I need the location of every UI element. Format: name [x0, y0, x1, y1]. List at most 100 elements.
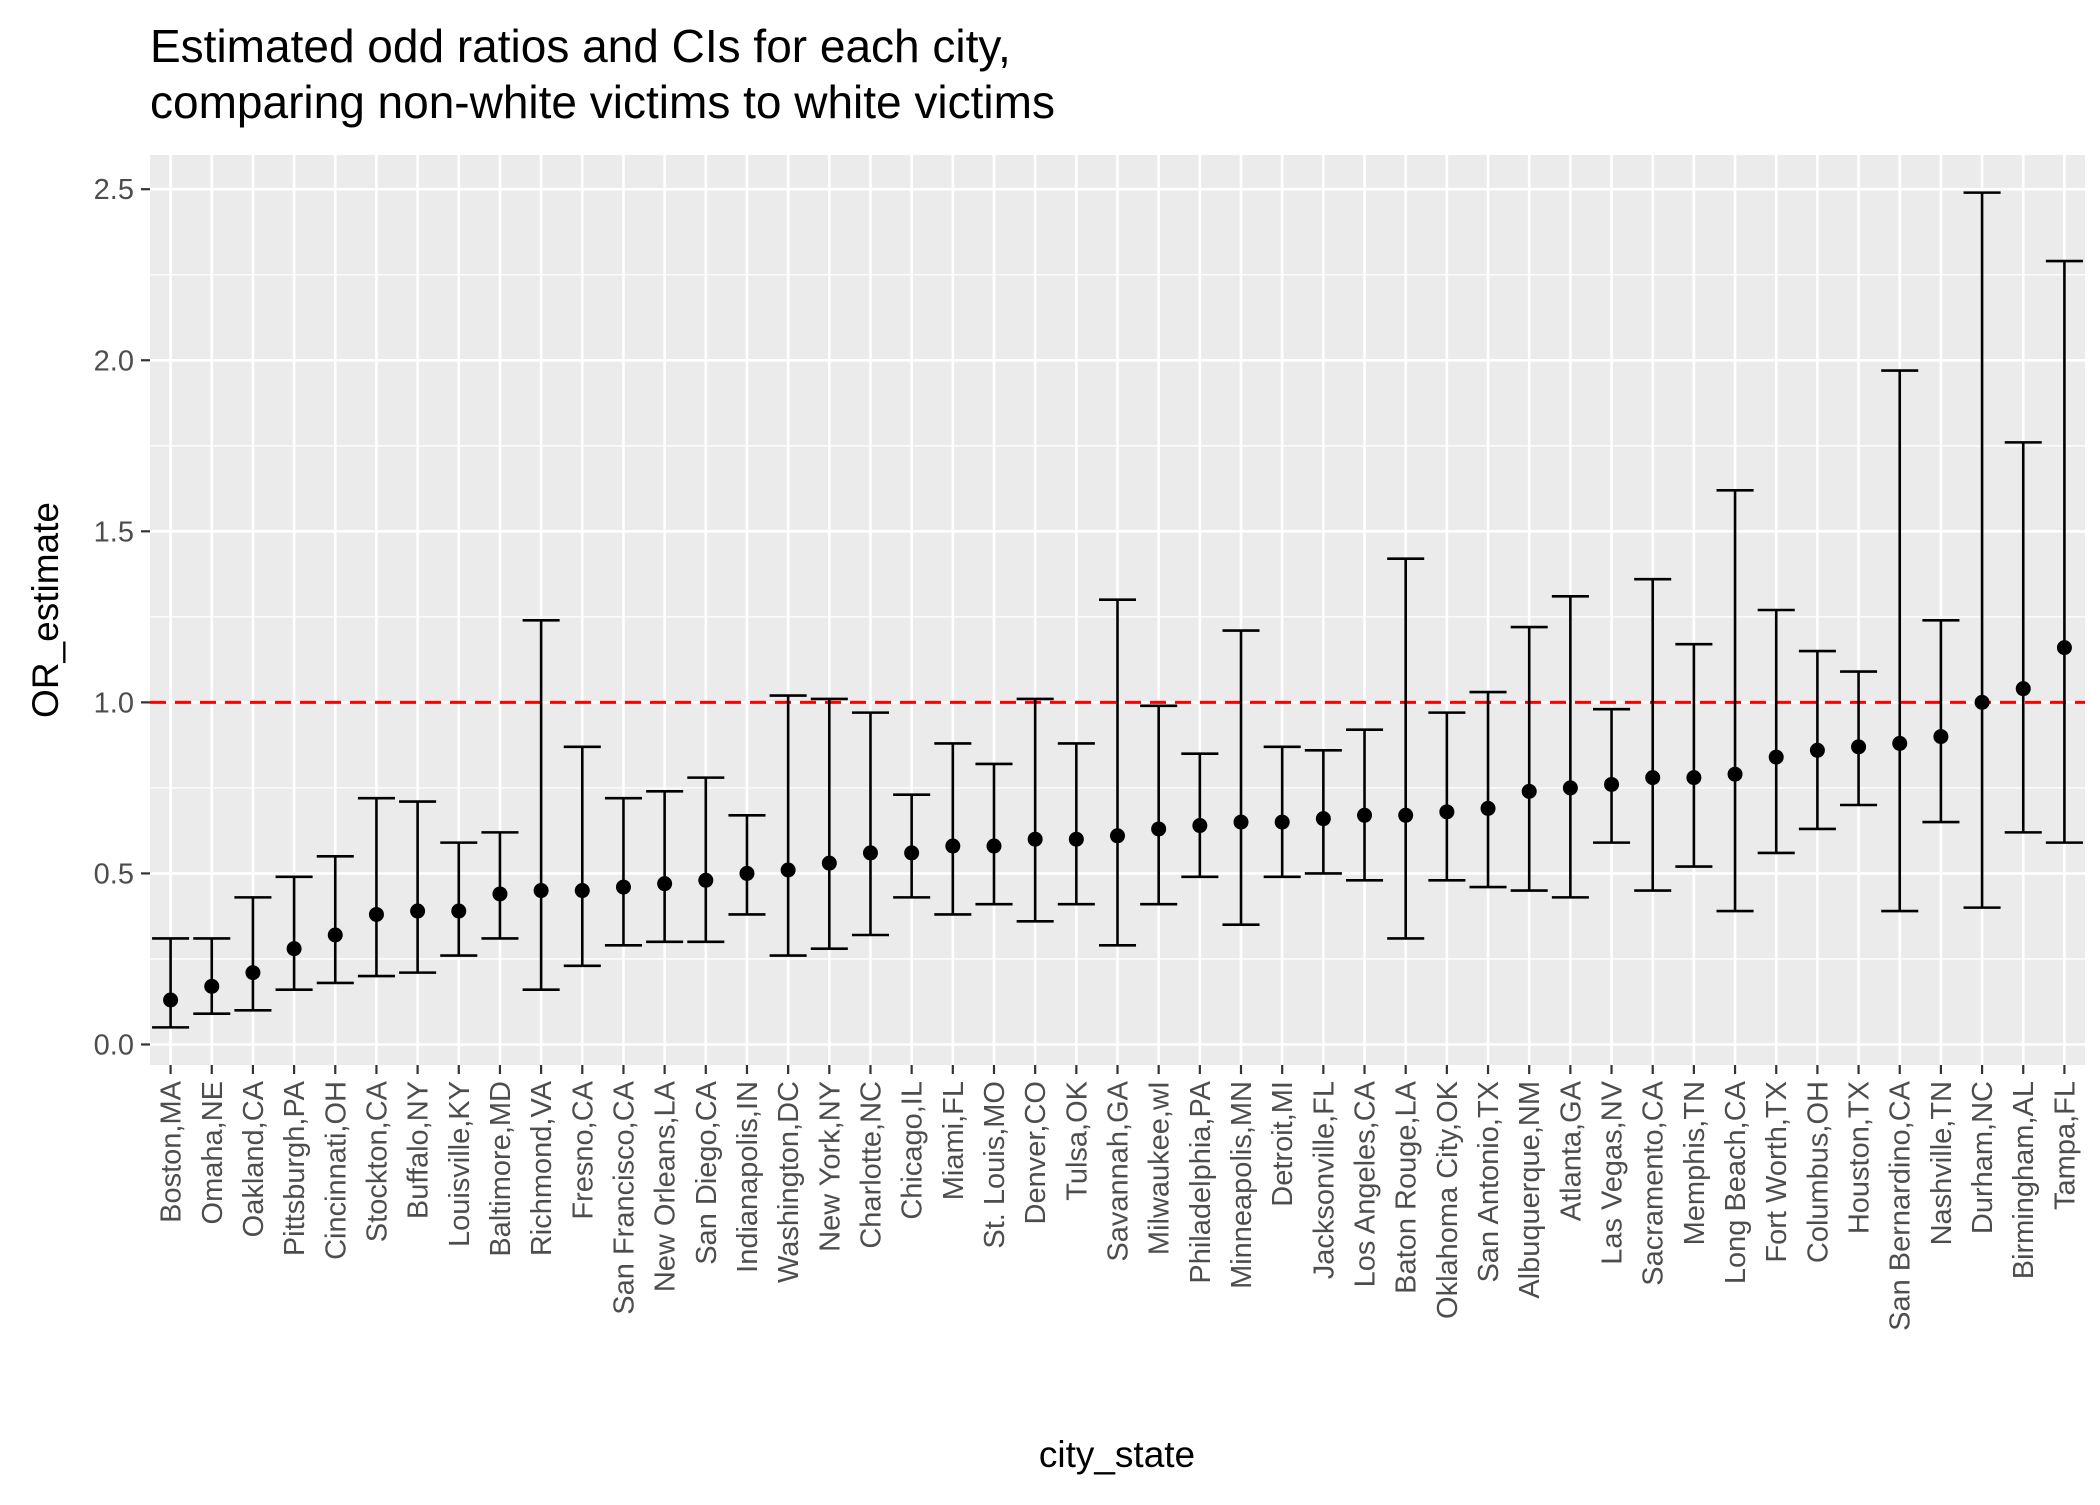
x-axis-title: city_state: [1039, 1434, 1195, 1475]
estimate-point: [451, 903, 467, 919]
x-tick-label: Pittsburgh,PA: [279, 1080, 311, 1256]
x-tick-label: Fresno,CA: [567, 1080, 599, 1219]
error-bar: [522, 618, 560, 992]
error-bar: [1345, 728, 1384, 882]
error-bar: [1634, 577, 1672, 892]
x-tick-label: Indianapolis,IN: [732, 1081, 764, 1273]
x-tick-label: Baltimore,MD: [485, 1081, 517, 1257]
estimate-points: [163, 640, 2072, 1008]
estimate-point: [492, 886, 508, 902]
x-tick-label: St. Louis,MO: [979, 1081, 1011, 1249]
x-tick-label: Charlotte,NC: [855, 1081, 887, 1249]
estimate-point: [1439, 804, 1455, 820]
y-tick-label: 2.0: [94, 345, 134, 377]
x-tick-label: Los Angeles,CA: [1350, 1080, 1382, 1287]
x-tick-label: Washington,DC: [773, 1081, 805, 1283]
estimate-point: [1768, 749, 1784, 765]
error-bar: [275, 875, 313, 992]
estimate-point: [821, 855, 837, 871]
error-bar: [481, 831, 519, 940]
x-tick-label: Denver,CO: [1020, 1081, 1052, 1224]
estimate-point: [245, 965, 261, 981]
error-bar: [975, 762, 1013, 906]
error-bar: [234, 896, 272, 1012]
estimate-point: [1974, 694, 1990, 710]
error-bar: [1593, 707, 1631, 844]
x-tick-label: Philadelphia,PA: [1185, 1080, 1217, 1283]
error-bar: [1881, 369, 1919, 913]
error-bar: [728, 813, 766, 916]
error-bar: [1922, 618, 1960, 824]
estimate-point: [862, 845, 878, 861]
estimate-point: [1604, 776, 1620, 792]
error-bar: [769, 694, 807, 957]
x-tick-label: Louisville,KY: [444, 1081, 476, 1247]
error-bar: [1140, 704, 1178, 906]
x-tick-label: Las Vegas,NV: [1597, 1080, 1629, 1264]
error-bar: [1098, 598, 1137, 947]
estimate-point: [286, 941, 302, 957]
error-bar: [440, 841, 478, 957]
x-tick-label: Savannah,GA: [1103, 1080, 1135, 1261]
error-bar: [1181, 752, 1219, 879]
x-tick-label: Tampa,FL: [2049, 1081, 2081, 1210]
estimate-point: [410, 903, 426, 919]
error-bar: [1428, 711, 1466, 882]
x-tick-label: Baton Rouge,LA: [1391, 1080, 1423, 1293]
estimate-point: [1727, 766, 1743, 782]
chart-title-line-1: Estimated odd ratios and CIs for each ci…: [150, 20, 1011, 72]
x-axis: Boston,MA Omaha,NE Oakland,CA Pittsburgh,PA…: [156, 1065, 2081, 1331]
y-tick-label: 0.5: [94, 858, 134, 890]
estimate-point: [657, 876, 673, 892]
estimate-point: [615, 879, 631, 895]
estimate-point: [368, 906, 384, 922]
error-bar: [1057, 742, 1095, 906]
error-bar: [1016, 697, 1054, 923]
estimate-point: [945, 838, 961, 854]
estimate-point: [204, 978, 220, 994]
x-tick-label: Memphis,TN: [1679, 1081, 1711, 1245]
x-tick-label: Boston,MA: [156, 1080, 188, 1222]
error-bar: [604, 796, 642, 947]
estimate-point: [1233, 814, 1249, 830]
estimate-point: [1027, 831, 1043, 847]
x-tick-label: Birmingham,AL: [2008, 1081, 2040, 1279]
estimate-point: [574, 883, 590, 899]
x-tick-label: Miami,FL: [938, 1081, 970, 1200]
estimate-point: [1892, 735, 1908, 751]
error-bar: [1387, 557, 1425, 940]
estimate-point: [2015, 681, 2031, 697]
error-bar: [1469, 690, 1507, 889]
estimate-point: [1068, 831, 1084, 847]
x-tick-label: San Bernardino,CA: [1885, 1080, 1917, 1331]
estimate-point: [780, 862, 796, 878]
estimate-point: [1521, 783, 1537, 799]
x-tick-label: Stockton,CA: [361, 1080, 393, 1242]
estimate-point: [1686, 770, 1702, 786]
x-tick-label: Tulsa,OK: [1061, 1080, 1093, 1200]
error-bar: [810, 697, 848, 950]
estimate-point: [1110, 828, 1125, 844]
error-bar: [1222, 629, 1260, 927]
estimate-point: [533, 883, 549, 899]
y-tick-label: 2.5: [94, 174, 134, 206]
estimate-point: [1151, 821, 1167, 837]
x-tick-label: Houston,TX: [1844, 1081, 1876, 1234]
x-tick-label: Minneapolis,MN: [1226, 1081, 1258, 1289]
x-tick-label: Omaha,NE: [197, 1081, 229, 1224]
x-tick-label: Oklahoma City,OK: [1432, 1080, 1464, 1319]
x-tick-label: Fort Worth,TX: [1761, 1081, 1793, 1263]
error-bar: [646, 790, 684, 944]
chart-title-line-2: comparing non-white victims to white vic…: [150, 76, 1055, 128]
estimate-point: [1645, 770, 1661, 786]
x-tick-label: Richmond,VA: [526, 1080, 558, 1256]
estimate-point: [1357, 807, 1373, 823]
error-bar: [1757, 608, 1795, 855]
x-tick-label: San Antonio,TX: [1473, 1081, 1505, 1283]
x-tick-label: Albuquerque,NM: [1514, 1081, 1546, 1299]
error-bar: [152, 937, 190, 1029]
estimate-point: [698, 872, 714, 888]
error-bar: [1675, 642, 1713, 868]
error-bar: [1510, 625, 1548, 892]
